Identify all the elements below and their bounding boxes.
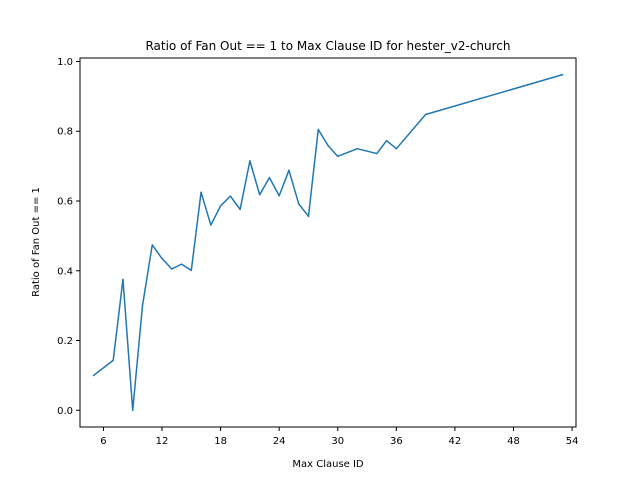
data-point [180,263,183,265]
data-point [131,409,134,412]
y-axis-label: Ratio of Fan Out == 1 [31,187,42,297]
y-tick-label: 1.0 [57,57,73,68]
x-tick-label: 30 [331,436,344,447]
data-point [356,147,359,150]
data-point [161,257,163,260]
data-point [278,195,280,197]
data-point [141,304,144,307]
data-point [385,139,388,142]
data-point [376,152,378,155]
x-tick-label: 54 [566,436,579,447]
x-axis-label: Max Clause ID [292,459,364,470]
x-tick-label: 36 [390,436,403,447]
plot-frame [79,57,577,428]
data-point [171,268,173,270]
data-point [249,160,251,162]
data-point [395,147,398,150]
y-tick-label: 0.2 [57,336,73,347]
data-point [190,269,193,272]
x-axis: 6 12 18 24 30 36 42 48 54 [100,427,578,447]
x-tick-label: 12 [156,436,169,447]
data-point [258,193,261,196]
y-tick-label: 0.6 [57,196,73,207]
data-point [239,208,241,211]
data-point [561,73,564,76]
data-point [122,278,124,281]
data-point [210,224,212,226]
data-point [92,374,95,377]
x-tick-label: 18 [214,436,227,447]
x-tick-label: 6 [100,436,106,447]
chart-title: Ratio of Fan Out == 1 to Max Clause ID f… [145,39,510,53]
data-point [337,155,339,158]
y-tick-label: 0.8 [57,127,73,138]
data-point [268,176,271,179]
data-point [307,215,310,218]
data-point [219,205,222,207]
data-point [200,191,202,194]
y-tick-label: 0.4 [57,266,73,277]
data-point [317,128,319,131]
data-point [297,203,300,205]
plot-area [92,73,564,412]
data-point [424,113,427,116]
data-point [327,144,329,147]
x-tick-label: 48 [507,436,520,447]
y-axis: 0.0 0.2 0.4 0.6 0.8 1.0 [57,57,80,417]
x-tick-label: 24 [273,436,286,447]
y-tick-label: 0.0 [57,406,73,417]
x-tick-label: 42 [449,436,462,447]
data-point [288,169,290,172]
data-point [112,359,114,362]
data-point [151,244,153,246]
data-point [229,195,232,197]
